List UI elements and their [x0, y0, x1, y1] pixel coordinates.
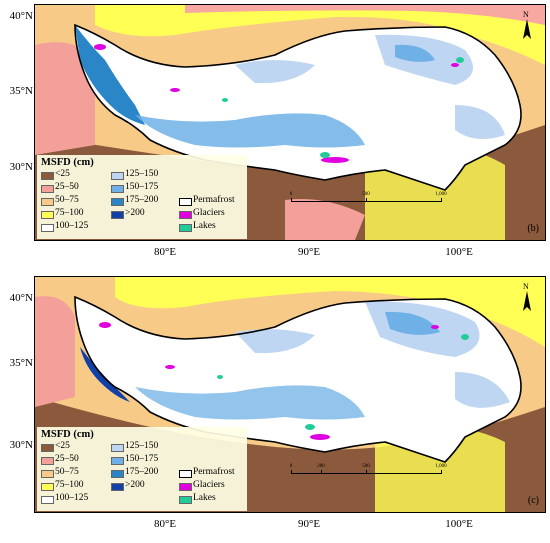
legend-class: 125–150	[125, 169, 159, 179]
map-frame: N 0 200 500 1,000 MSFD (cm) <25 25–50 50…	[34, 276, 546, 513]
lat-label-30: 30°N	[9, 439, 33, 451]
scale-tick-1000: 1,000	[435, 464, 447, 469]
legend-class: >200	[125, 480, 145, 490]
legend-class: 75–100	[55, 480, 84, 490]
legend-class: 150–175	[125, 182, 159, 192]
legend-class: 125–150	[125, 441, 159, 451]
legend-glaciers: Glaciers	[193, 208, 225, 218]
scale-tick-1000: 1,000	[435, 192, 447, 197]
legend-class: 175–200	[125, 195, 159, 205]
lat-label-40: 40°N	[9, 10, 33, 22]
map-frame: N 0 500 1,000 MSFD (cm) <25 25–50 50–75 …	[34, 4, 546, 241]
lat-label-35: 35°N	[9, 85, 33, 97]
north-arrow: N	[519, 10, 535, 41]
legend-lakes: Lakes	[193, 493, 216, 503]
legend-class: 75–100	[55, 208, 84, 218]
scale-bar: 0 200 500 1,000	[289, 464, 447, 477]
legend: MSFD (cm) <25 25–50 50–75 75–100 100–125…	[37, 427, 247, 511]
panel-label: (c)	[527, 495, 539, 506]
legend-permafrost: Permafrost	[193, 195, 235, 205]
north-arrow: N	[519, 282, 535, 313]
msfd-map	[35, 5, 545, 240]
scale-bar: 0 500 1,000	[289, 192, 447, 205]
scale-tick-0: 0	[289, 464, 293, 469]
lon-label-80: 80°E	[153, 246, 177, 258]
legend-class: >200	[125, 208, 145, 218]
lon-label-80: 80°E	[153, 518, 177, 530]
legend-class: 150–175	[125, 454, 159, 464]
legend-glaciers: Glaciers	[193, 480, 225, 490]
legend-class: 175–200	[125, 467, 159, 477]
legend-class: 25–50	[55, 454, 79, 464]
lat-label-30: 30°N	[9, 161, 33, 173]
legend: MSFD (cm) <25 25–50 50–75 75–100 100–125…	[37, 155, 247, 239]
panel-label: (b)	[527, 223, 539, 234]
msfd-map	[35, 277, 545, 512]
lon-label-90: 90°E	[297, 518, 321, 530]
map-panel-b: 40°N 35°N 30°N	[0, 0, 550, 271]
lon-label-100: 100°E	[445, 518, 473, 530]
legend-class: <25	[55, 441, 70, 451]
lat-label-40: 40°N	[9, 292, 33, 304]
north-arrow-label: N	[523, 10, 529, 19]
scale-tick-0: 0	[289, 192, 293, 197]
lat-label-35: 35°N	[9, 357, 33, 369]
north-arrow-label: N	[523, 282, 529, 291]
lon-label-100: 100°E	[445, 246, 473, 258]
legend-class: 100–125	[55, 221, 89, 231]
legend-class: 25–50	[55, 182, 79, 192]
legend-permafrost: Permafrost	[193, 467, 235, 477]
legend-class: 100–125	[55, 493, 89, 503]
scale-tick-500: 500	[362, 464, 370, 469]
legend-class: 50–75	[55, 195, 79, 205]
legend-lakes: Lakes	[193, 221, 216, 231]
legend-title: MSFD (cm)	[41, 429, 94, 440]
legend-class: <25	[55, 169, 70, 179]
legend-class: 50–75	[55, 467, 79, 477]
map-panel-c: 40°N 35°N 30°N N	[0, 272, 550, 543]
legend-title: MSFD (cm)	[41, 157, 94, 168]
lon-label-90: 90°E	[297, 246, 321, 258]
scale-tick-500: 500	[362, 192, 370, 197]
scale-tick-200: 200	[317, 464, 325, 469]
